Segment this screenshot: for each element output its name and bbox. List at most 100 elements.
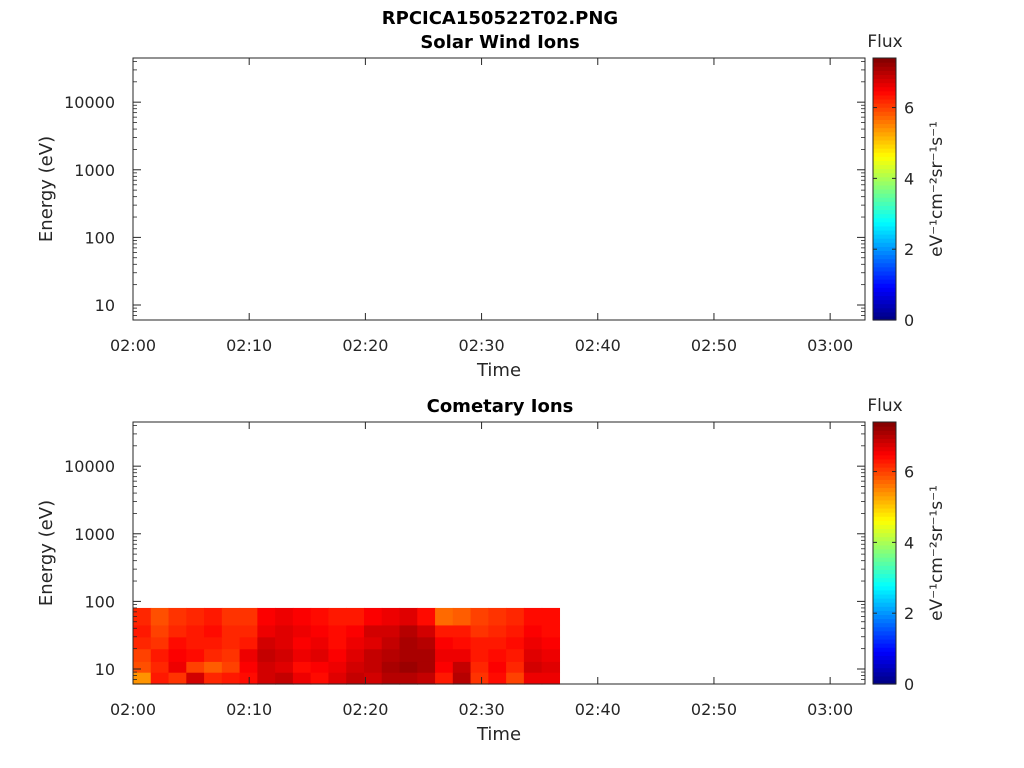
colorbar-segment <box>873 201 896 206</box>
colorbar-segment <box>873 234 896 239</box>
heatmap-cell <box>150 636 170 650</box>
colorbar-segment <box>873 438 896 444</box>
heatmap-cell <box>399 648 418 662</box>
colorbar-segment <box>873 205 896 211</box>
heatmap-cell <box>346 624 365 638</box>
heatmap-cell <box>363 636 383 650</box>
heatmap-cell <box>186 672 205 685</box>
colorbar-segment <box>873 610 896 615</box>
heatmap-cell <box>275 636 294 650</box>
colorbar-segment <box>873 197 896 202</box>
figure-title: RPCICA150522T02.PNG <box>382 8 618 29</box>
colorbar-segment <box>873 139 896 145</box>
colorbar-segment <box>873 598 896 603</box>
heatmap-cell <box>328 607 347 626</box>
heatmap-cell <box>506 648 525 662</box>
x-tick-label: 03:00 <box>807 336 853 355</box>
heatmap-cell <box>399 636 418 650</box>
heatmap-cell <box>523 636 543 650</box>
heatmap-cell <box>399 624 418 638</box>
colorbar-segment <box>873 258 896 264</box>
colorbar-segment <box>873 667 896 673</box>
colorbar-segment <box>873 246 896 251</box>
heatmap-cell <box>204 661 223 673</box>
colorbar-segment <box>873 107 896 112</box>
heatmap-cell <box>186 661 205 673</box>
heatmap-cell <box>310 624 330 638</box>
colorbar-segment <box>873 671 896 677</box>
colorbar-segment <box>873 491 896 497</box>
x-tick-label: 02:20 <box>342 700 388 719</box>
colorbar-segment <box>873 66 896 71</box>
heatmap-cell <box>221 661 241 673</box>
x-tick-label: 02:00 <box>110 700 156 719</box>
colorbar-segment <box>873 536 896 542</box>
heatmap-cell <box>363 672 383 685</box>
colorbar-segment <box>873 295 896 301</box>
heatmap-cell <box>204 624 223 638</box>
colorbar-segment <box>873 553 896 558</box>
colorbar-segment <box>873 520 896 525</box>
heatmap-cell <box>239 624 258 638</box>
heatmap-cell <box>523 648 543 662</box>
colorbar-segment <box>873 524 896 530</box>
heatmap-cell <box>417 636 436 650</box>
colorbar-segment <box>873 516 896 521</box>
plot-area <box>133 58 865 320</box>
heatmap-cell <box>417 672 436 685</box>
heatmap-cell <box>221 607 241 626</box>
colorbar-segment <box>873 593 896 599</box>
colorbar-segment <box>873 58 896 63</box>
heatmap-cell <box>488 607 507 626</box>
colorbar-segment <box>873 446 896 452</box>
panel-title: Solar Wind Ions <box>420 32 579 53</box>
colorbar-tick-label: 4 <box>904 169 914 188</box>
y-tick-label: 1000 <box>74 525 115 544</box>
colorbar-segment <box>873 184 896 190</box>
colorbar-segment <box>873 90 896 96</box>
colorbar-segment <box>873 299 896 305</box>
colorbar-segment <box>873 70 896 75</box>
heatmap-cell <box>168 672 187 685</box>
heatmap-cell <box>168 661 187 673</box>
heatmap-cell <box>506 624 525 638</box>
heatmap-cell <box>417 624 436 638</box>
heatmap-cell <box>506 661 525 673</box>
heatmap-cell <box>221 624 241 638</box>
colorbar-tick-label: 6 <box>904 99 914 118</box>
heatmap-cell <box>452 636 472 650</box>
y-tick-label: 1000 <box>74 161 115 180</box>
panel-solar-wind: Solar Wind Ions 02:00 02:10 02:20 02:30 02:4… <box>36 32 947 381</box>
colorbar-tick-label: 0 <box>904 311 914 330</box>
heatmap-cell <box>470 648 489 662</box>
heatmap-cell <box>150 661 170 673</box>
heatmap-cell <box>417 607 436 626</box>
colorbar-segment <box>873 483 896 489</box>
heatmap-cell <box>346 607 365 626</box>
heatmap-cell <box>488 624 507 638</box>
x-tick-label: 02:50 <box>691 336 737 355</box>
colorbar-segment <box>873 229 896 235</box>
heatmap-cell <box>363 648 383 662</box>
colorbar-tick-label: 4 <box>904 533 914 552</box>
heatmap-cell <box>292 624 312 638</box>
x-tick-label: 02:10 <box>226 700 272 719</box>
heatmap-cell <box>363 624 383 638</box>
heatmap-cell <box>239 607 258 626</box>
colorbar-units: eV⁻¹cm⁻²sr⁻¹s⁻¹ <box>927 485 947 621</box>
colorbar-segment <box>873 311 896 317</box>
colorbar-segment <box>873 193 896 198</box>
colorbar-segment <box>873 626 896 632</box>
colorbar-segment <box>873 651 896 656</box>
heatmap-cell <box>275 648 294 662</box>
heatmap-cell <box>292 607 312 626</box>
heatmap-cell <box>133 648 152 662</box>
colorbar-segment <box>873 254 896 260</box>
colorbar-segment <box>873 262 896 268</box>
colorbar-segment <box>873 638 896 644</box>
heatmap-cell <box>186 648 205 662</box>
heatmap-cell <box>435 648 454 662</box>
panel-cometary: Cometary Ions 02:00 02:10 02:20 02:30 02:40 0… <box>36 396 947 745</box>
heatmap-cell <box>470 624 489 638</box>
